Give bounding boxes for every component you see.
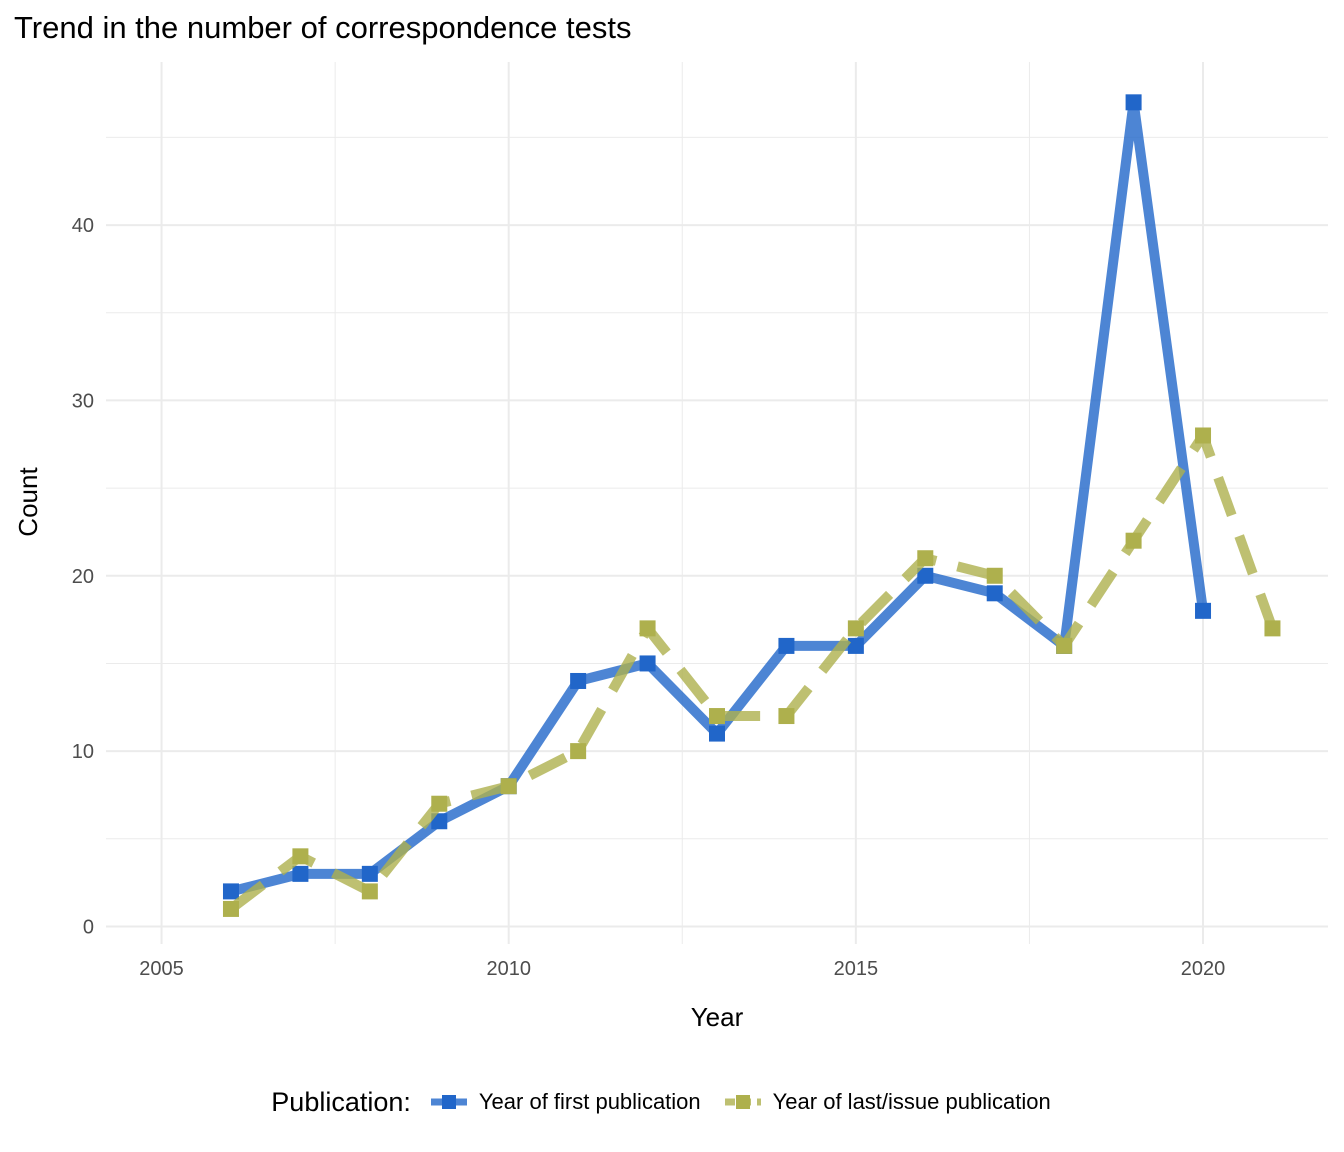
data-point-series-0 (639, 655, 656, 672)
data-point-series-1 (1125, 532, 1142, 549)
data-point-series-1 (1264, 620, 1281, 637)
data-point-series-1 (1195, 427, 1212, 444)
y-axis-title: Count (13, 467, 43, 537)
data-point-series-0 (917, 567, 934, 584)
data-point-series-1 (361, 883, 378, 900)
data-point-series-1 (639, 620, 656, 637)
data-point-series-1 (847, 620, 864, 637)
series-layer (222, 94, 1281, 917)
legend-key-last-issue-publication (724, 1095, 761, 1109)
y-tick-label: 20 (72, 566, 94, 588)
data-point-series-0 (292, 865, 309, 882)
y-tick-label: 30 (72, 390, 94, 412)
x-tick-label: 2020 (1181, 958, 1226, 980)
data-point-series-1 (917, 550, 934, 567)
data-point-series-0 (1195, 602, 1212, 619)
data-point-series-1 (222, 900, 239, 917)
data-point-series-0 (570, 672, 587, 689)
legend-label-first-publication: Year of first publication (478, 1089, 701, 1114)
legend-item-first-publication: Year of first publication (429, 1089, 701, 1115)
legend-title: Publication: (271, 1086, 411, 1117)
data-point-series-1 (570, 743, 587, 760)
x-axis-title: Year (691, 1002, 744, 1032)
data-point-series-0 (778, 637, 795, 654)
y-tick-label: 0 (83, 916, 94, 938)
data-point-series-1 (500, 778, 517, 795)
x-tick-label: 2015 (834, 958, 879, 980)
legend: Publication: Year of first publication Y… (0, 1082, 1344, 1122)
y-tick-label: 10 (72, 741, 94, 763)
series-line-1 (227, 430, 1278, 913)
series-line-0 (229, 97, 1208, 897)
data-point-series-0 (1125, 94, 1142, 111)
data-point-series-1 (292, 848, 309, 865)
grid-layer (106, 62, 1328, 944)
data-point-series-0 (709, 725, 725, 742)
line-chart: 2005 2010 2015 2020 0 10 20 30 40 Year Count (13, 62, 1328, 1032)
data-point-series-1 (778, 708, 795, 725)
data-point-series-0 (431, 813, 448, 830)
legend-key-first-publication (430, 1095, 467, 1109)
x-tick-label: 2010 (486, 958, 531, 980)
x-tick-label: 2005 (139, 958, 184, 980)
tick-layer: 2005 2010 2015 2020 0 10 20 30 40 (72, 215, 1226, 980)
data-point-series-1 (709, 708, 725, 725)
data-point-series-0 (222, 883, 239, 900)
data-point-series-1 (986, 567, 1003, 584)
data-point-series-1 (1056, 637, 1073, 654)
y-tick-label: 40 (72, 215, 94, 237)
legend-label-last-issue-publication: Year of last/issue publication (772, 1089, 1051, 1114)
data-point-series-0 (361, 865, 378, 882)
chart-title: Trend in the number of correspondence te… (14, 10, 632, 45)
data-point-series-1 (431, 795, 448, 812)
data-point-series-0 (847, 637, 864, 654)
legend-item-last-issue-publication: Year of last/issue publication (723, 1089, 1051, 1115)
data-point-series-0 (986, 585, 1003, 602)
